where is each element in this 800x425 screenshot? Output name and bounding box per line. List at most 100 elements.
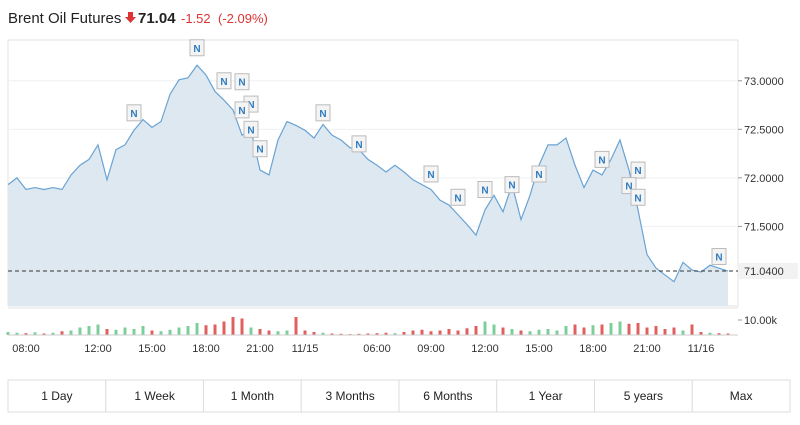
news-label: N: [625, 182, 632, 193]
volume-bar: [573, 324, 577, 335]
news-marker[interactable]: [216, 72, 232, 90]
news-marker[interactable]: [630, 188, 646, 206]
news-marker[interactable]: [351, 135, 367, 153]
news-marker[interactable]: [243, 120, 259, 138]
volume-bar: [654, 326, 658, 335]
price: 71.04: [138, 10, 176, 27]
volume-bar: [447, 329, 451, 335]
volume-bar: [114, 329, 118, 335]
volume-bar: [285, 330, 289, 335]
news-label: N: [481, 186, 488, 197]
volume-bar: [456, 330, 460, 335]
range-button-label: 1 Month: [231, 389, 274, 403]
last-price-box: [738, 263, 798, 280]
range-button[interactable]: [7, 379, 107, 413]
x-tick-label: 21:00: [246, 343, 274, 355]
x-tick-label: 11/15: [292, 343, 319, 355]
volume-bar: [60, 331, 64, 335]
range-button-label: 6 Months: [423, 389, 472, 403]
volume-bar: [393, 333, 397, 335]
volume-bar: [366, 333, 370, 335]
volume-bar: [96, 324, 100, 335]
x-tick-label: 21:00: [633, 343, 661, 355]
volume-bar: [123, 327, 127, 335]
volume-bar: [708, 332, 712, 335]
news-label: N: [508, 181, 515, 192]
price-area: [8, 65, 728, 306]
range-button[interactable]: [398, 379, 498, 413]
news-marker[interactable]: [189, 39, 205, 57]
volume-bar: [231, 317, 235, 335]
news-marker[interactable]: [711, 247, 727, 265]
news-marker[interactable]: [531, 165, 547, 183]
range-button[interactable]: [203, 379, 302, 413]
volume-bar: [609, 323, 613, 335]
volume-bar: [555, 330, 559, 335]
volume-bar: [168, 329, 172, 335]
volume-bar: [51, 332, 55, 335]
volume-bar: [15, 332, 19, 335]
range-button[interactable]: [594, 379, 693, 413]
news-marker[interactable]: [126, 104, 142, 122]
volume-bar: [690, 324, 694, 335]
volume-bar: [600, 324, 604, 335]
volume-bar: [618, 321, 622, 335]
volume-bar: [501, 327, 505, 335]
volume-bar: [330, 333, 334, 335]
news-label: N: [247, 125, 254, 136]
change-percent: (-2.09%): [218, 11, 268, 26]
range-button-label: Max: [730, 389, 753, 403]
news-label: N: [247, 100, 254, 111]
x-tick-label: 09:00: [417, 343, 445, 355]
change: -1.52: [181, 11, 211, 26]
news-marker[interactable]: [423, 165, 439, 183]
volume-bar: [636, 323, 640, 335]
news-label: N: [535, 170, 542, 181]
news-marker[interactable]: [594, 150, 610, 168]
news-marker[interactable]: [234, 101, 250, 119]
volume-bar: [159, 331, 163, 335]
news-marker[interactable]: [504, 176, 520, 194]
volume-bar: [141, 326, 145, 335]
volume-bar: [591, 325, 595, 335]
volume-bar: [258, 329, 262, 335]
news-label: N: [319, 109, 326, 120]
volume-bar: [303, 330, 307, 335]
volume-bar: [438, 330, 442, 335]
news-marker[interactable]: [630, 161, 646, 179]
x-tick-label: 15:00: [138, 343, 166, 355]
volume-bar: [519, 330, 523, 335]
volume-bar: [6, 332, 10, 335]
volume-bar: [420, 329, 424, 335]
y-tick-label: 73.0000: [744, 76, 784, 88]
volume-bar: [240, 318, 244, 335]
news-marker[interactable]: [477, 181, 493, 199]
news-marker[interactable]: [252, 140, 268, 158]
volume-bar: [78, 327, 82, 335]
volume-bar: [204, 325, 208, 335]
y-tick-label: 71.5000: [744, 221, 784, 233]
volume-bar: [24, 333, 28, 335]
last-price-label: 71.0400: [744, 266, 784, 278]
y-tick-label: 72.5000: [744, 124, 784, 136]
news-marker[interactable]: [315, 104, 331, 122]
x-tick-label: 12:00: [84, 343, 112, 355]
range-button[interactable]: [691, 379, 791, 413]
x-tick-label: 11/16: [688, 343, 715, 355]
volume-bar: [672, 327, 676, 335]
x-tick-label: 08:00: [12, 343, 40, 355]
down-arrow: [125, 12, 136, 23]
range-button-label: 5 years: [624, 389, 663, 403]
volume-bar: [177, 327, 181, 335]
volume-bar: [33, 332, 37, 335]
news-marker[interactable]: [450, 188, 466, 206]
news-marker[interactable]: [234, 73, 250, 91]
x-tick-label: 12:00: [471, 343, 499, 355]
volume-bar: [429, 331, 433, 335]
volume-bar: [663, 329, 667, 335]
range-button[interactable]: [105, 379, 204, 413]
volume-bar: [249, 327, 253, 335]
volume-bar: [465, 328, 469, 335]
volume-bar: [105, 329, 109, 335]
